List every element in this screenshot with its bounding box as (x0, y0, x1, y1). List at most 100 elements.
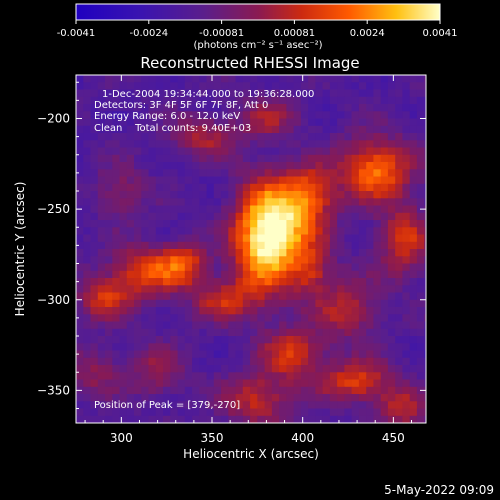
heatmap-cell (148, 321, 157, 330)
heatmap-cell (184, 263, 193, 272)
heatmap-cell (264, 154, 273, 163)
heatmap-cell (163, 183, 171, 192)
heatmap-cell (358, 241, 367, 250)
heatmap-cell (373, 176, 382, 185)
heatmap-cell (373, 212, 382, 221)
heatmap-cell (206, 176, 215, 185)
heatmap-cell (257, 299, 266, 308)
heatmap-cell (257, 133, 266, 141)
heatmap-cell (351, 111, 360, 120)
heatmap-cell (170, 104, 179, 112)
heatmap-cell (293, 191, 302, 199)
heatmap-cell (170, 263, 179, 272)
heatmap-cell (308, 169, 316, 178)
heatmap-cell (322, 125, 331, 134)
heatmap-cell (395, 263, 404, 272)
heatmap-cell (351, 401, 360, 410)
heatmap-cell (134, 307, 142, 315)
heatmap-cell (286, 278, 295, 286)
heatmap-cell (329, 408, 338, 417)
heatmap-cell (308, 415, 316, 423)
heatmap-cell (257, 205, 266, 214)
heatmap-cell (83, 205, 92, 214)
heatmap-cell (83, 96, 92, 105)
heatmap-cell (213, 227, 222, 236)
heatmap-cell (315, 256, 324, 265)
heatmap-cell (141, 336, 150, 344)
heatmap-cell (279, 183, 287, 192)
heatmap-cell (424, 104, 426, 112)
heatmap-cell (184, 191, 193, 199)
heatmap-cell (395, 372, 404, 381)
heatmap-cell (337, 183, 345, 192)
heatmap-cell (351, 234, 360, 243)
heatmap-cell (387, 415, 396, 423)
heatmap-cell (206, 241, 215, 250)
heatmap-cell (293, 249, 302, 257)
heatmap-cell (380, 162, 389, 170)
heatmap-cell (242, 394, 251, 402)
heatmap-cell (264, 75, 273, 83)
heatmap-cell (199, 292, 208, 301)
heatmap-cell (112, 133, 121, 141)
heatmap-cell (424, 336, 426, 344)
heatmap-cell (257, 118, 266, 127)
heatmap-cell (402, 140, 411, 149)
heatmap-cell (163, 241, 171, 250)
heatmap-cell (155, 365, 164, 373)
heatmap-cell (228, 278, 237, 286)
heatmap-cell (90, 241, 99, 250)
heatmap-cell (329, 118, 338, 127)
heatmap-cell (97, 336, 106, 344)
heatmap-cell (141, 285, 150, 294)
heatmap-cell (416, 314, 425, 323)
heatmap-cell (264, 343, 273, 352)
heatmap-cell (97, 394, 106, 402)
heatmap-cell (206, 357, 215, 366)
heatmap-cell (409, 212, 418, 221)
heatmap-cell (344, 191, 353, 199)
heatmap-cell (416, 408, 425, 417)
heatmap-cell (286, 270, 295, 279)
heatmap-cell (387, 336, 396, 344)
heatmap-cell (279, 256, 287, 265)
heatmap-cell (395, 386, 404, 395)
heatmap-cell (242, 408, 251, 417)
heatmap-cell (337, 292, 345, 301)
heatmap-cell (257, 198, 266, 207)
heatmap-cell (329, 328, 338, 337)
heatmap-cell (177, 350, 186, 359)
heatmap-cell (402, 111, 411, 120)
heatmap-cell (163, 256, 171, 265)
heatmap-cell (337, 270, 345, 279)
heatmap-cell (373, 154, 382, 163)
heatmap-cell (351, 220, 360, 228)
heatmap-cell (242, 191, 251, 199)
heatmap-cell (206, 96, 215, 105)
heatmap-cell (141, 241, 150, 250)
heatmap-cell (112, 292, 121, 301)
heatmap-cell (141, 154, 150, 163)
heatmap-cell (358, 372, 367, 381)
heatmap-cell (148, 169, 157, 178)
heatmap-cell (351, 394, 360, 402)
heatmap-cell (83, 118, 92, 127)
heatmap-cell (235, 357, 244, 366)
heatmap-cell (242, 205, 251, 214)
heatmap-cell (315, 292, 324, 301)
heatmap-cell (264, 278, 273, 286)
heatmap-cell (395, 111, 404, 120)
heatmap-cell (155, 227, 164, 236)
heatmap-cell (395, 140, 404, 149)
heatmap-cell (134, 104, 142, 112)
heatmap-cell (358, 125, 367, 134)
heatmap-cell (184, 386, 193, 395)
heatmap-cell (279, 234, 287, 243)
heatmap-cell (424, 292, 426, 301)
heatmap-cell (424, 162, 426, 170)
heatmap-cell (264, 408, 273, 417)
heatmap-cell (76, 394, 84, 402)
heatmap-cell (358, 278, 367, 286)
heatmap-cell (366, 212, 375, 221)
